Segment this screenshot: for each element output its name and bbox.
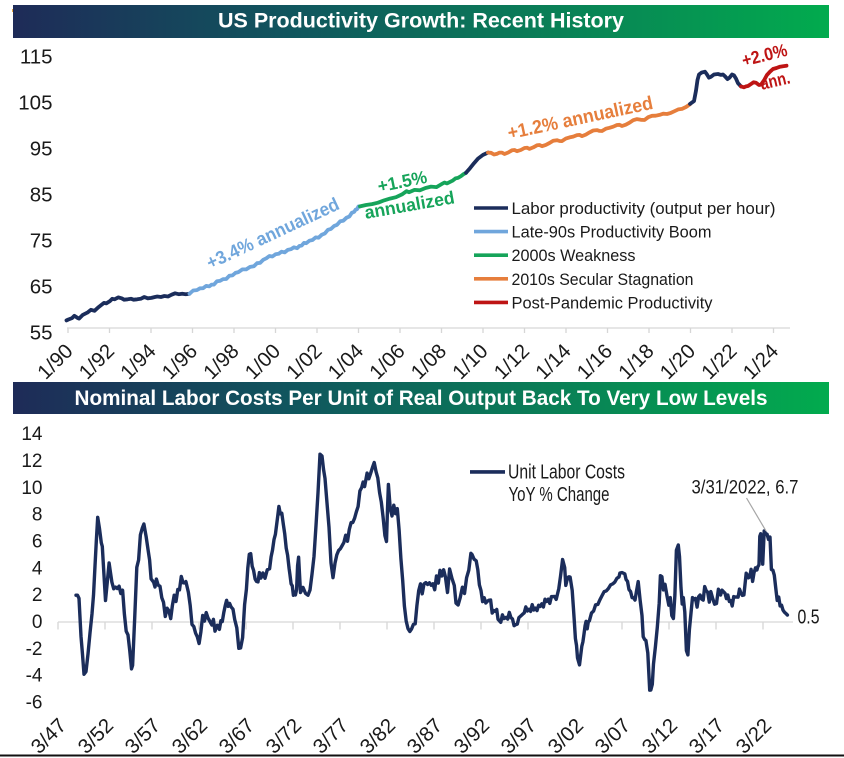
svg-text:8: 8: [32, 505, 43, 526]
svg-text:-6: -6: [26, 693, 43, 714]
svg-text:Unit Labor Costs: Unit Labor Costs: [508, 462, 625, 484]
svg-text:2: 2: [32, 585, 43, 606]
svg-text:2010s Secular Stagnation: 2010s Secular Stagnation: [512, 270, 694, 289]
svg-text:US Productivity Growth: Recent: US Productivity Growth: Recent History: [218, 10, 624, 33]
svg-text:115: 115: [20, 46, 53, 69]
svg-text:Post-Pandemic Productivity: Post-Pandemic Productivity: [512, 293, 713, 312]
svg-text:12: 12: [21, 451, 42, 472]
svg-text:65: 65: [30, 275, 53, 298]
svg-text:-4: -4: [26, 666, 43, 687]
svg-text:55: 55: [30, 321, 53, 344]
svg-text:Late-90s Productivity Boom: Late-90s Productivity Boom: [512, 223, 712, 242]
svg-text:YoY % Change: YoY % Change: [509, 484, 610, 506]
svg-text:Nominal Labor Costs Per Unit o: Nominal Labor Costs Per Unit of Real Out…: [75, 387, 768, 410]
svg-text:75: 75: [30, 230, 53, 253]
svg-text:4: 4: [32, 558, 43, 579]
svg-text:105: 105: [18, 92, 52, 115]
svg-text:0.5: 0.5: [798, 606, 820, 629]
svg-text:-2: -2: [26, 639, 43, 660]
svg-text:3/31/2022, 6.7: 3/31/2022, 6.7: [692, 477, 799, 499]
svg-text:2000s Weakness: 2000s Weakness: [512, 246, 636, 265]
svg-text:14: 14: [21, 424, 43, 445]
svg-text:10: 10: [21, 478, 42, 499]
svg-text:Labor productivity (output per: Labor productivity (output per hour): [512, 199, 776, 218]
svg-text:95: 95: [30, 138, 53, 161]
svg-text:85: 85: [30, 184, 53, 207]
svg-text:6: 6: [32, 532, 43, 553]
svg-text:0: 0: [32, 612, 43, 633]
